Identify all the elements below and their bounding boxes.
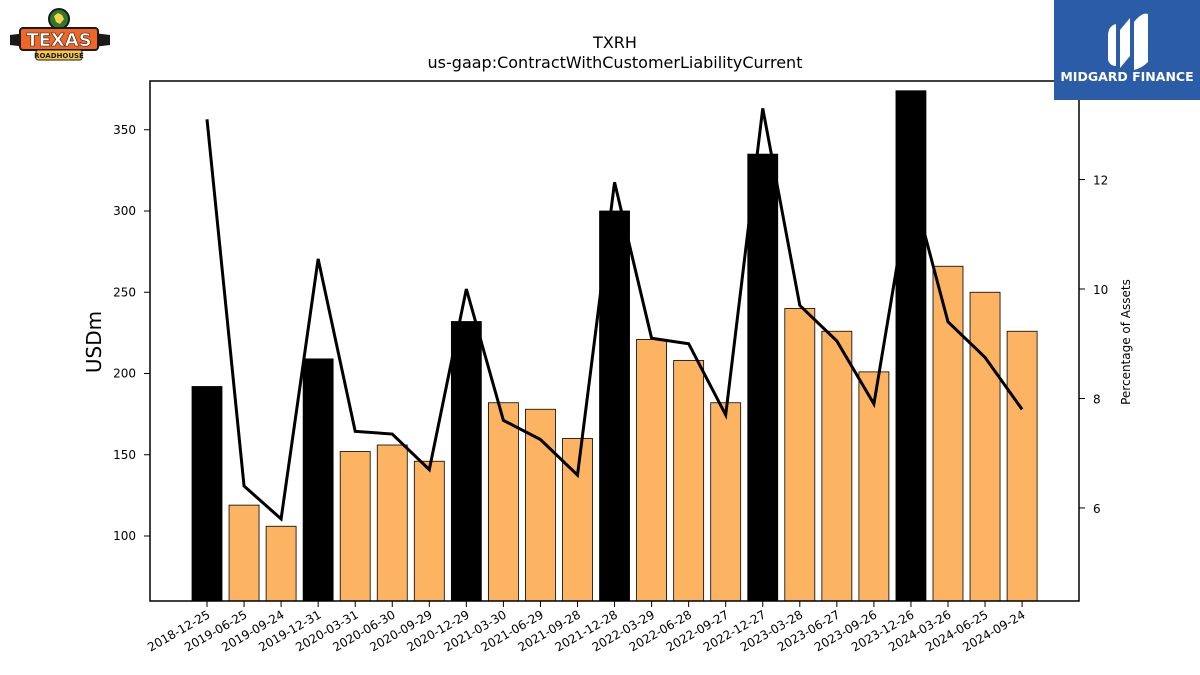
bar-2019-12-31 xyxy=(302,358,334,602)
bar-2020-03-31 xyxy=(339,451,371,602)
y-tick-label: 200 xyxy=(113,367,136,381)
roadhouse-logo-text: ROADHOUSE xyxy=(34,52,84,60)
plot-area xyxy=(191,90,1038,602)
y2-axis-label: Percentage of Assets xyxy=(1119,279,1133,405)
y2-tick-label: 12 xyxy=(1093,174,1108,188)
chart-subtitle: us-gaap:ContractWithCustomerLiabilityCur… xyxy=(428,53,803,72)
texas-roadhouse-logo: TEXAS ROADHOUSE xyxy=(10,8,110,61)
texas-logo-text: TEXAS xyxy=(26,30,91,51)
midgard-logo-text: MIDGARD FINANCE xyxy=(1060,69,1193,84)
midgard-finance-logo: MIDGARD FINANCE xyxy=(1054,0,1200,100)
y-tick-label: 250 xyxy=(113,285,136,299)
y-tick-label: 300 xyxy=(113,204,136,218)
bar-2021-09-28 xyxy=(562,438,593,602)
y2-tick-label: 10 xyxy=(1093,283,1108,297)
bar-2023-03-28 xyxy=(784,308,816,602)
bar-2021-12-28 xyxy=(599,210,630,602)
bar-2024-06-25 xyxy=(969,291,1001,602)
bar-2022-12-27 xyxy=(747,153,779,602)
plot-frame xyxy=(149,80,1080,602)
y-tick-label: 350 xyxy=(113,123,136,137)
y-axis-label: USDm xyxy=(82,311,106,373)
chart-title: TXRH xyxy=(592,33,637,52)
bar-2020-06-30 xyxy=(376,444,408,602)
midgard-emblem-icon xyxy=(1108,13,1148,70)
y2-tick-label: 8 xyxy=(1093,392,1101,406)
bar-2018-12-25 xyxy=(191,386,223,602)
bar-2019-09-24 xyxy=(265,525,297,602)
bar-2022-03-29 xyxy=(636,338,667,602)
bar-2024-09-24 xyxy=(1006,330,1038,602)
bar-2022-09-27 xyxy=(710,402,742,602)
bar-2023-12-26 xyxy=(895,90,927,602)
bar-2023-06-27 xyxy=(821,330,853,602)
bar-2021-03-30 xyxy=(487,402,519,602)
bar-2020-09-29 xyxy=(413,460,445,602)
bar-2020-12-29 xyxy=(450,321,482,602)
y-tick-label: 150 xyxy=(113,448,136,462)
bar-2019-06-25 xyxy=(228,504,260,602)
percentage-line xyxy=(205,108,1024,522)
bar-2023-09-26 xyxy=(858,371,890,602)
y2-tick-label: 6 xyxy=(1093,502,1101,516)
y-tick-label: 100 xyxy=(113,529,136,543)
bar-2022-06-28 xyxy=(673,360,705,602)
